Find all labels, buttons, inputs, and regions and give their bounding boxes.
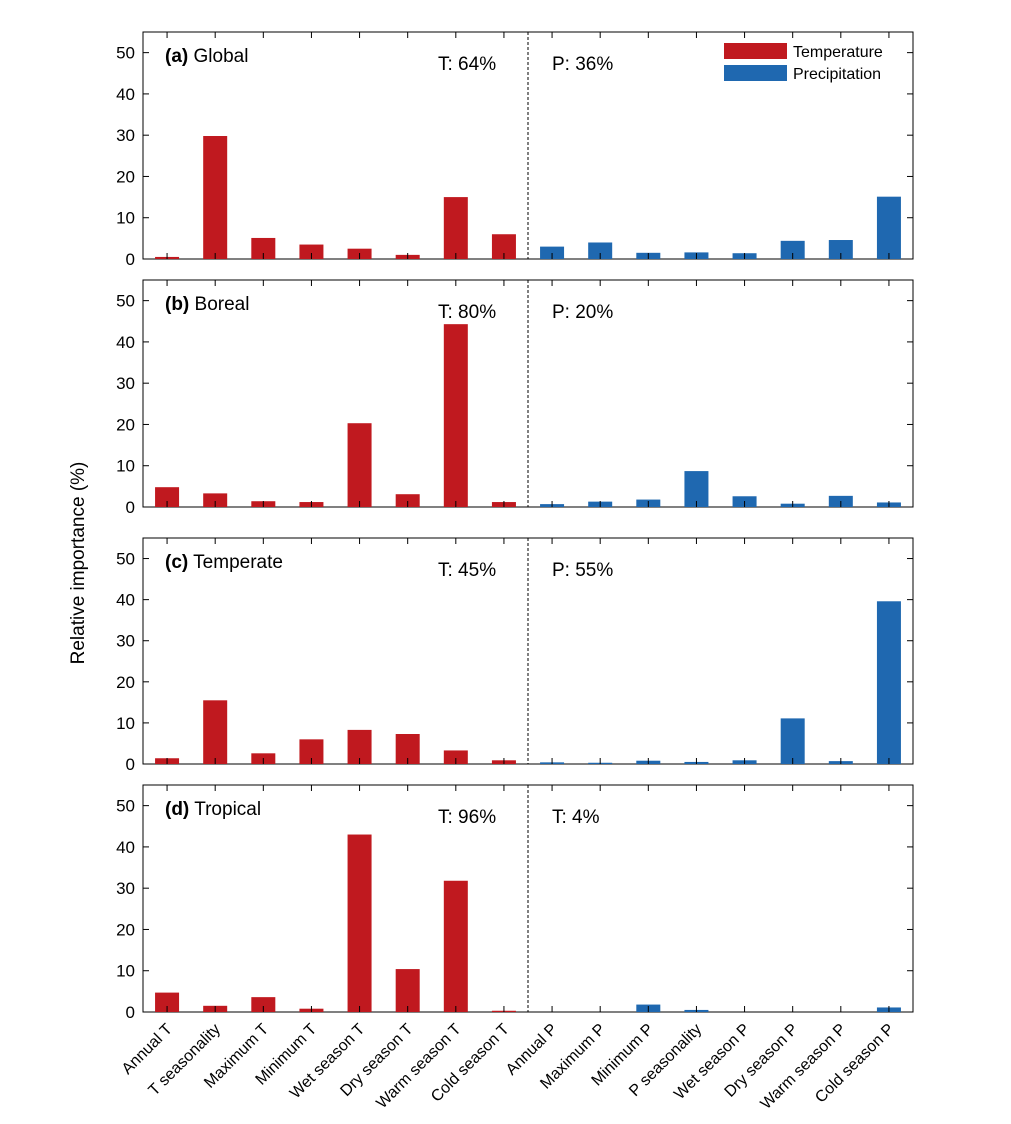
panel-title: (a) Global <box>165 46 248 67</box>
bar-t-seasonality <box>203 493 228 507</box>
y-tick-label: 0 <box>126 250 135 269</box>
bar-warm-season-p <box>828 240 853 259</box>
y-tick-label: 30 <box>116 374 135 393</box>
legend-label: Precipitation <box>793 66 881 83</box>
y-tick-label: 10 <box>116 457 135 476</box>
y-tick-label: 30 <box>116 126 135 145</box>
panels: 0 10 20 30 40 50 (a) Global T: 64% P: 36% Tempera… <box>116 31 914 1113</box>
panel-boreal: 0 10 20 30 40 50 (b) Boreal T: 80% P: 20% <box>116 279 914 517</box>
y-tick-label: 0 <box>126 1003 135 1022</box>
panel-tag: (c) <box>165 552 188 573</box>
y-tick-label: 30 <box>116 632 135 651</box>
panel-title: (b) Boreal <box>165 294 249 315</box>
panel-name: Tropical <box>189 799 261 820</box>
legend-swatch <box>724 65 787 81</box>
precipitation-share: P: 20% <box>552 302 613 323</box>
bar-warm-season-t <box>443 324 468 507</box>
bar-maximum-p <box>588 242 613 259</box>
y-tick-label: 50 <box>116 292 135 311</box>
temperature-share: T: 96% <box>438 807 496 828</box>
y-tick-label: 0 <box>126 755 135 774</box>
bar-maximum-t <box>251 237 276 259</box>
y-tick-label: 40 <box>116 333 135 352</box>
bar-dry-season-t <box>395 494 420 507</box>
y-tick-label: 20 <box>116 920 135 939</box>
bar-dry-season-p <box>780 240 805 259</box>
bar-dry-season-p <box>780 718 805 764</box>
panel-tag: (a) <box>165 46 188 67</box>
panel-name: Temperate <box>188 552 283 573</box>
bar-warm-season-t <box>443 750 468 764</box>
temperature-share: T: 80% <box>438 302 496 323</box>
panel-name: Global <box>188 46 248 67</box>
y-tick-label: 40 <box>116 85 135 104</box>
panel-temperate: 0 10 20 30 40 50 (c) Temperate T: 45% P: 55% <box>116 537 914 774</box>
panel-tag: (b) <box>165 294 189 315</box>
bar-annual-t <box>155 992 180 1012</box>
bar-cold-season-p <box>876 196 901 259</box>
bar-warm-season-t <box>443 197 468 259</box>
bar-maximum-t <box>251 997 276 1012</box>
panel-tag: (d) <box>165 799 189 820</box>
y-tick-label: 20 <box>116 167 135 186</box>
y-tick-label: 50 <box>116 550 135 569</box>
x-tick-label: Warm season P <box>758 1021 850 1113</box>
y-tick-label: 20 <box>116 415 135 434</box>
y-tick-label: 50 <box>116 797 135 816</box>
bar-warm-season-t <box>443 880 468 1012</box>
y-tick-label: 20 <box>116 673 135 692</box>
precipitation-share: P: 55% <box>552 560 613 581</box>
bar-t-seasonality <box>203 136 228 259</box>
panel-tropical: 0 10 20 30 40 50 (d) Tropical T: 96% T: 4% <box>116 784 914 1022</box>
precipitation-share: P: 36% <box>552 54 613 75</box>
bar-annual-p <box>540 246 565 259</box>
y-tick-label: 0 <box>126 498 135 517</box>
legend-swatch <box>724 43 787 59</box>
bar-cold-season-p <box>876 601 901 764</box>
y-axis-label: Relative importance (%) <box>68 462 89 665</box>
precipitation-share: T: 4% <box>552 807 600 828</box>
y-tick-label: 10 <box>116 962 135 981</box>
temperature-share: T: 45% <box>438 560 496 581</box>
y-tick-label: 40 <box>116 838 135 857</box>
bar-wet-season-t <box>347 834 372 1012</box>
legend: Temperature Precipitation <box>724 43 883 83</box>
y-tick-label: 40 <box>116 591 135 610</box>
legend-label: Temperature <box>793 44 883 61</box>
panel-global: 0 10 20 30 40 50 (a) Global T: 64% P: 36% Tempera… <box>116 31 914 269</box>
panel-title: (c) Temperate <box>165 552 283 573</box>
y-tick-label: 30 <box>116 879 135 898</box>
temperature-share: T: 64% <box>438 54 496 75</box>
y-tick-label: 10 <box>116 209 135 228</box>
panel-title: (d) Tropical <box>165 799 261 820</box>
bar-minimum-t <box>299 244 324 259</box>
y-tick-label: 10 <box>116 714 135 733</box>
x-tick-label: Warm season T <box>373 1021 464 1112</box>
panel-name: Boreal <box>189 294 249 315</box>
y-tick-label: 50 <box>116 44 135 63</box>
bar-dry-season-t <box>395 969 420 1012</box>
bar-wet-season-t <box>347 423 372 507</box>
bar-t-seasonality <box>203 700 228 764</box>
bar-annual-t <box>155 487 180 507</box>
